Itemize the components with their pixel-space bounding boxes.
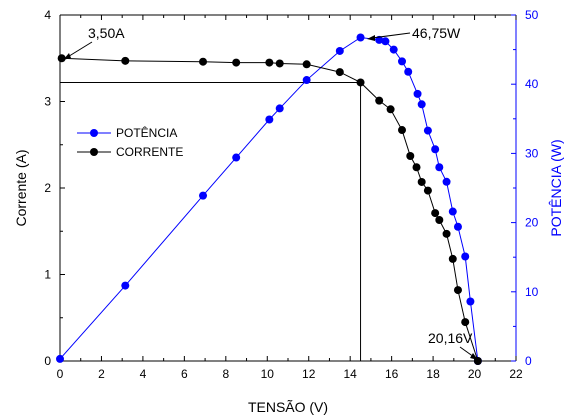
annotation-voc-arrowhead — [470, 353, 478, 360]
x-tick-label: 14 — [344, 367, 358, 381]
series-line-pot-ncia — [59, 36, 479, 362]
y-left-tick-label: 3 — [44, 95, 51, 109]
annotation-pmax: 46,75W — [412, 25, 461, 41]
data-point-corrente — [199, 57, 208, 66]
data-point-pot-ncia — [302, 76, 311, 85]
annotation-voc: 20,16V — [428, 330, 473, 346]
data-point-corrente — [423, 186, 432, 195]
y-axis-left-title: Corrente (A) — [13, 149, 29, 226]
data-point-pot-ncia — [448, 207, 457, 216]
legend: POTÊNCIA CORRENTE — [77, 125, 183, 159]
data-point-corrente — [275, 59, 284, 68]
data-point-pot-ncia — [453, 222, 462, 231]
data-point-pot-ncia — [442, 177, 451, 186]
x-tick-label: 18 — [426, 367, 440, 381]
annotation-isc-arrow — [65, 41, 93, 59]
y-left-tick-label: 4 — [44, 8, 51, 22]
series-layer — [56, 33, 482, 365]
data-point-corrente — [375, 96, 384, 105]
data-point-corrente — [232, 58, 241, 67]
data-point-pot-ncia — [56, 354, 64, 363]
y-right-tick-label: 40 — [525, 77, 539, 91]
data-point-corrente — [442, 229, 451, 238]
x-tick-label: 6 — [181, 367, 188, 381]
x-tick-label: 2 — [98, 367, 105, 381]
data-point-corrente — [448, 254, 457, 263]
annotation-isc-arrowhead — [63, 53, 71, 60]
y-right-tick-label: 10 — [525, 285, 539, 299]
data-point-pot-ncia — [404, 67, 413, 76]
data-point-pot-ncia — [265, 115, 274, 124]
data-point-pot-ncia — [389, 45, 398, 54]
data-point-corrente — [453, 286, 462, 295]
data-point-corrente — [265, 58, 274, 67]
annotation-isc: 3,50A — [88, 25, 125, 41]
y-left-tick-label: 2 — [44, 181, 51, 195]
legend-marker-corrente — [90, 148, 98, 156]
x-tick-label: 8 — [222, 367, 229, 381]
x-tick-label: 12 — [302, 367, 316, 381]
annotation-pmax-arrow — [371, 32, 411, 39]
legend-marker-potencia — [90, 129, 98, 137]
data-point-pot-ncia — [335, 46, 344, 55]
y-axis-right-title: POTÊNCIA (W) — [548, 139, 564, 236]
data-point-pot-ncia — [466, 297, 475, 306]
data-point-corrente — [461, 318, 470, 327]
data-point-pot-ncia — [413, 89, 422, 98]
data-point-corrente — [57, 54, 66, 63]
data-point-corrente — [121, 56, 130, 65]
x-axis-title: TENSÃO (V) — [248, 399, 328, 415]
data-point-corrente — [412, 163, 421, 172]
data-point-corrente — [356, 78, 365, 87]
x-tick-label: 20 — [468, 367, 482, 381]
data-point-pot-ncia — [461, 252, 470, 261]
legend-label-potencia: POTÊNCIA — [116, 125, 177, 140]
data-point-corrente — [398, 126, 406, 135]
y-right-tick-label: 0 — [525, 354, 532, 368]
y-right-tick-label: 20 — [525, 216, 539, 230]
data-point-corrente — [417, 177, 426, 186]
data-point-pot-ncia — [423, 126, 432, 135]
data-point-pot-ncia — [417, 100, 426, 109]
reference-lines — [60, 81, 362, 361]
annotation-pmax-arrowhead — [367, 35, 375, 41]
x-tick-label: 0 — [57, 367, 64, 381]
data-point-pot-ncia — [435, 163, 444, 172]
data-point-corrente — [431, 209, 440, 218]
data-point-corrente — [386, 105, 395, 114]
y-right-tick-label: 30 — [525, 146, 539, 160]
legend-label-corrente: CORRENTE — [116, 145, 183, 159]
y-left-tick-label: 1 — [44, 268, 51, 282]
data-point-pot-ncia — [199, 191, 208, 200]
data-point-pot-ncia — [121, 281, 130, 290]
series-line-corrente — [61, 57, 479, 362]
data-point-pot-ncia — [398, 57, 406, 66]
x-tick-label: 22 — [509, 367, 523, 381]
y-left-tick-label: 0 — [44, 354, 51, 368]
data-point-corrente — [406, 151, 415, 160]
data-point-pot-ncia — [431, 145, 440, 154]
y-right-tick-label: 50 — [525, 8, 539, 22]
data-point-corrente — [435, 216, 444, 225]
x-tick-label: 16 — [385, 367, 399, 381]
data-point-pot-ncia — [232, 153, 241, 162]
data-point-corrente — [302, 60, 311, 69]
data-point-pot-ncia — [375, 35, 384, 44]
data-point-pot-ncia — [381, 37, 390, 46]
x-tick-label: 4 — [140, 367, 147, 381]
data-point-pot-ncia — [356, 33, 365, 42]
x-tick-label: 10 — [261, 367, 275, 381]
data-point-pot-ncia — [275, 104, 284, 113]
data-point-corrente — [335, 68, 344, 77]
